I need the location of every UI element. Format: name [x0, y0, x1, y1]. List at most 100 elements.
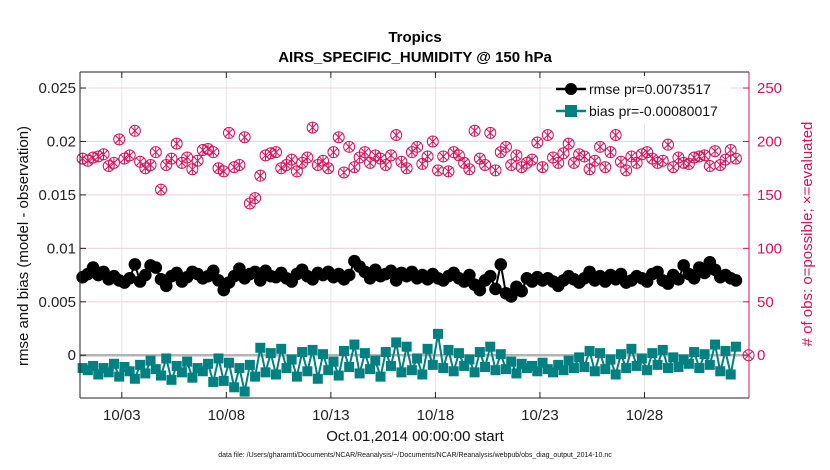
obs-evaluated-point — [344, 141, 354, 153]
bias-point — [129, 373, 140, 384]
bias-point — [380, 347, 391, 358]
rmse-point — [128, 258, 142, 271]
obs-evaluated-point — [423, 150, 433, 162]
bias-point — [642, 365, 653, 376]
bias-point — [161, 353, 172, 364]
obs-evaluated-point — [443, 165, 454, 177]
obs-evaluated-point — [585, 163, 595, 175]
bias-point — [318, 349, 329, 360]
obs-evaluated-point — [501, 141, 511, 153]
bias-point — [244, 359, 255, 370]
bias-point — [511, 368, 522, 379]
obs-evaluated-point — [537, 161, 548, 173]
bias-point — [668, 352, 679, 363]
bias-point — [150, 364, 161, 375]
rmse-point — [463, 268, 476, 282]
bias-point — [422, 343, 433, 354]
bias-point — [176, 367, 187, 378]
obs-evaluated-point — [166, 153, 177, 165]
bias-point — [359, 348, 370, 359]
obs-evaluated-point — [391, 129, 401, 141]
obs-evaluated-point — [428, 135, 438, 147]
bias-point — [182, 356, 193, 367]
obs-evaluated-point — [569, 157, 579, 169]
bias-point — [391, 337, 402, 348]
bias-point — [114, 371, 125, 382]
obs-evaluated-point — [182, 152, 192, 164]
bias-point — [548, 367, 559, 378]
bias-point — [673, 362, 684, 373]
bias-point — [98, 363, 109, 374]
bias-point — [213, 353, 224, 364]
bias-point — [459, 360, 470, 371]
bias-point — [108, 358, 119, 369]
rmse-point — [254, 274, 267, 287]
bias-point — [396, 367, 407, 378]
obs-evaluated-point — [250, 192, 260, 204]
obs-evaluated-point — [151, 146, 161, 158]
bias-point — [678, 354, 689, 365]
obs-evaluated-point — [470, 125, 480, 137]
data-file-footnote: data file: /Users/gharamti/Documents/NCA… — [218, 452, 612, 459]
bias-series — [77, 328, 741, 397]
bias-point — [464, 354, 475, 365]
bias-point — [710, 339, 721, 350]
bias-point — [542, 364, 553, 375]
obs-evaluated-point — [360, 146, 370, 158]
obs-evaluated-point — [114, 133, 124, 145]
y2-tick-label: 0 — [757, 347, 765, 364]
bias-point — [349, 339, 360, 350]
bias-point — [370, 355, 381, 366]
y-tick-label: 0 — [68, 347, 76, 364]
obs-evaluated-point — [328, 146, 339, 158]
obs-evaluated-point — [454, 149, 464, 161]
bias-point — [438, 363, 449, 374]
obs-evaluated-point — [632, 157, 642, 169]
obs-evaluated-point — [464, 163, 474, 175]
bias-point — [500, 364, 511, 375]
obs-evaluated-point — [621, 164, 631, 176]
bias-point — [328, 356, 339, 367]
rmse-point — [212, 274, 225, 287]
tick-labels: 10/03 10/08 10/13 10/18 10/23 10/28 0 0.005 0.01… — [38, 80, 782, 424]
bias-point — [694, 363, 705, 374]
y2-axis-label: # of obs: o=possible; ×=evaluated — [799, 122, 816, 347]
bias-point — [433, 328, 444, 339]
obs-evaluated-point — [616, 156, 626, 168]
obs-evaluated-point — [527, 154, 537, 166]
obs-evaluated-point — [292, 165, 302, 177]
obs-evaluated-point — [506, 159, 516, 171]
y-tick-label: 0.02 — [47, 133, 76, 150]
rmse-point — [494, 258, 508, 271]
bias-point — [662, 363, 673, 374]
bias-point — [626, 343, 637, 354]
obs-evaluated-point — [564, 138, 574, 150]
obs-evaluated-point — [485, 127, 495, 139]
bias-point — [589, 366, 600, 377]
obs-evaluated-point — [605, 146, 616, 158]
bias-point — [725, 369, 736, 380]
rmse-point — [729, 274, 743, 287]
axes-frame — [79, 71, 750, 399]
obs-evaluated-point — [302, 152, 312, 164]
obs-evaluated-point — [700, 149, 710, 161]
obs-evaluated-point — [590, 155, 600, 167]
obs-evaluated-point — [386, 149, 396, 161]
bias-point — [239, 386, 250, 397]
obs-evaluated-point — [146, 159, 156, 171]
rmse-point — [159, 279, 173, 293]
bias-point — [652, 359, 663, 370]
bias-point — [699, 349, 710, 360]
bias-point — [563, 355, 574, 366]
bias-point — [375, 371, 386, 382]
obs-evaluated-point — [172, 138, 182, 150]
bias-point — [250, 371, 261, 382]
bias-point — [443, 344, 454, 355]
chart-subtitle: AIRS_SPECIFIC_HUMIDITY @ 150 hPa — [278, 49, 552, 66]
bias-point — [187, 372, 198, 383]
bias-point — [260, 367, 271, 378]
chart-title: Tropics — [388, 29, 441, 46]
bias-point — [291, 371, 302, 382]
y2-tick-label: 200 — [757, 133, 782, 150]
